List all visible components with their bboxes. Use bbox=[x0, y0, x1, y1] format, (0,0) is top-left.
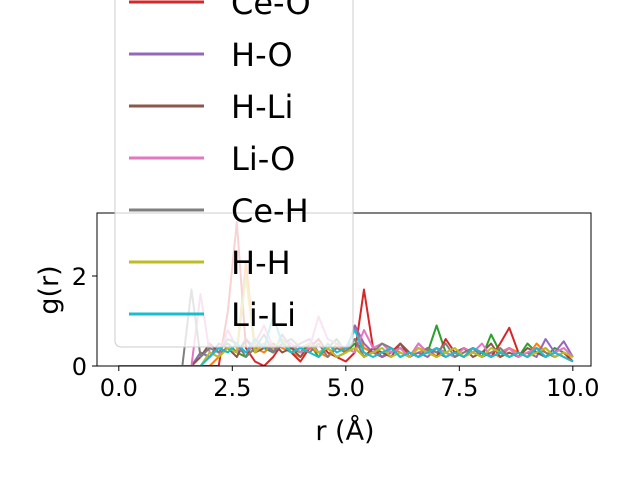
y-tick-label: 2 bbox=[72, 263, 87, 291]
y-tick-label: 0 bbox=[72, 353, 87, 381]
series-line bbox=[118, 221, 574, 366]
x-tick-label: 0.0 bbox=[100, 374, 138, 402]
legend-label: Li-Li bbox=[231, 296, 296, 334]
series-line bbox=[118, 275, 574, 366]
series-line bbox=[118, 315, 574, 366]
legend-label: Ce-H bbox=[231, 192, 309, 230]
x-tick-label: 5.0 bbox=[327, 374, 365, 402]
x-tick-label: 7.5 bbox=[440, 374, 478, 402]
x-axis-label: r (Å) bbox=[315, 415, 374, 447]
legend-label: H-Li bbox=[231, 88, 293, 126]
y-axis-label: g(r) bbox=[34, 265, 65, 314]
legend: Ce-O H-O H-Li Li-O Ce-H H-H Li-Li bbox=[114, 0, 354, 348]
legend-box bbox=[114, 0, 354, 348]
legend-label: H-H bbox=[231, 244, 291, 282]
x-tick-label: 2.5 bbox=[213, 374, 251, 402]
legend-label: Li-O bbox=[231, 140, 295, 178]
x-tick-label: 10.0 bbox=[546, 374, 599, 402]
legend-label: Ce-O bbox=[231, 0, 311, 22]
legend-label: H-O bbox=[231, 36, 293, 74]
